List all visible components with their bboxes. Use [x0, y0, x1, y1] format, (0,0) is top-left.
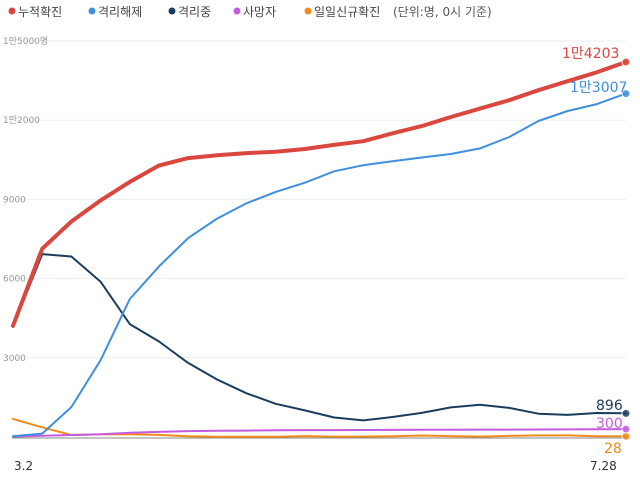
- y-tick-label: 9000: [3, 195, 26, 205]
- series-end-label: 300: [596, 416, 623, 432]
- legend-item: 누적확진: [8, 5, 62, 19]
- series-end-label: 28: [604, 441, 622, 457]
- legend-item: 사망자: [233, 5, 276, 19]
- end-point: [621, 57, 631, 67]
- legend-marker: [304, 7, 312, 15]
- series-end-label: 896: [596, 398, 623, 414]
- end-point: [621, 408, 631, 418]
- series-end-label: 1만4203: [562, 46, 619, 62]
- unit-note: (단위:명, 0시 기준): [393, 5, 492, 19]
- series-end-label: 1만3007: [570, 80, 627, 96]
- y-tick-label: 1만5000명: [3, 36, 48, 47]
- legend-label: 격리중: [178, 5, 211, 19]
- legend-label: 누적확진: [18, 5, 62, 19]
- legend-label: 사망자: [243, 5, 276, 19]
- end-labels: 1만4203 1만3007 896 300 28: [562, 46, 627, 457]
- legend-item: 일일신규확진: [304, 5, 380, 19]
- legend-item: 격리중: [168, 5, 211, 19]
- series-line: [11, 60, 628, 328]
- legend-item: 격리해제: [88, 5, 142, 19]
- legend-marker: [168, 7, 176, 15]
- x-end-label: 7.28: [590, 459, 617, 473]
- legend-label: 격리해제: [98, 5, 142, 19]
- y-tick-label: 3000: [3, 354, 26, 364]
- series-line: [12, 253, 627, 422]
- legend: 누적확진 격리해제 격리중 사망자 일일신규확진: [8, 5, 380, 19]
- legend-marker: [233, 7, 241, 15]
- legend-marker: [8, 7, 16, 15]
- y-tick-label: 1만2000: [3, 115, 40, 126]
- y-tick-label: 6000: [3, 275, 26, 285]
- end-point: [621, 424, 631, 434]
- end-point: [621, 89, 631, 99]
- legend-marker: [88, 7, 96, 15]
- series-group: [11, 57, 631, 441]
- y-axis: 3000 6000 9000 1만2000 1만5000명: [3, 36, 626, 364]
- legend-label: 일일신규확진: [314, 5, 380, 19]
- series-line: [12, 428, 627, 438]
- series-line: [12, 92, 627, 438]
- x-start-label: 3.2: [14, 459, 33, 473]
